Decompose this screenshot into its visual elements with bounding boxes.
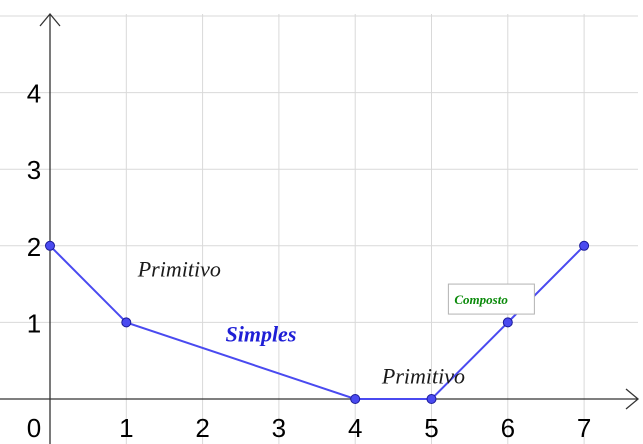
y-tick-label: 2 [27,232,41,262]
x-tick-label: 3 [272,413,286,443]
y-tick-label: 4 [27,79,41,109]
annotation-plain: Primitivo [381,364,465,389]
data-point [45,240,55,251]
x-tick-label: 1 [119,413,133,443]
tick-labels: 0 1 2 3 4 5 6 7 1 2 3 4 [27,79,592,443]
x-tick-label: 4 [348,413,362,443]
x-tick-label: 5 [424,413,438,443]
annotation-box [447,283,535,315]
y-axis-arrow [39,12,61,27]
grid [0,14,638,444]
data-points [45,240,590,404]
x-tick-label: 0 [27,413,41,443]
annotations: Primitivo Simples Primitivo Composto [137,256,535,389]
data-point [426,394,437,404]
data-point [350,394,361,404]
data-point [121,317,132,328]
x-tick-label: 7 [577,413,591,443]
annotation-simples: Simples [225,322,296,347]
x-axis-arrow [625,388,640,410]
axes [0,12,640,444]
data-point [579,240,590,251]
y-tick-label: 3 [27,155,41,185]
data-point [502,317,513,328]
annotation-plain: Primitivo [137,256,221,281]
x-tick-label: 6 [501,413,515,443]
annotation-composto: Composto [454,292,508,307]
x-tick-label: 2 [195,413,209,443]
y-tick-label: 1 [27,308,41,338]
